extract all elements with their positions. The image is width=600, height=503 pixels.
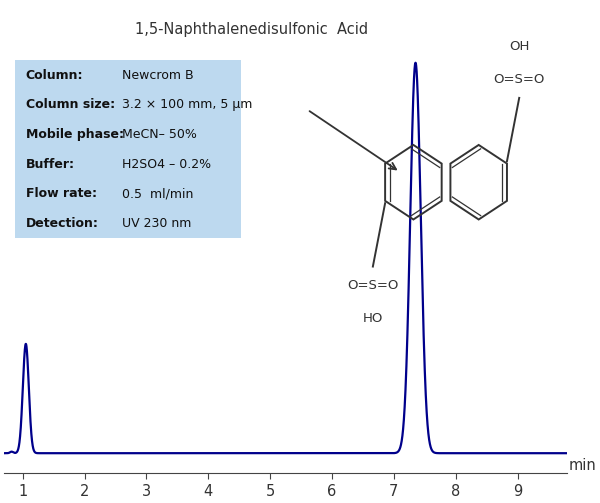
Text: Newcrom B: Newcrom B <box>122 69 194 81</box>
Text: 0.5  ml/min: 0.5 ml/min <box>122 188 194 200</box>
Text: MeCN– 50%: MeCN– 50% <box>122 128 197 141</box>
Text: min: min <box>568 458 596 473</box>
Text: 3.2 × 100 mm, 5 μm: 3.2 × 100 mm, 5 μm <box>122 99 253 111</box>
Text: HO: HO <box>362 311 383 324</box>
FancyBboxPatch shape <box>16 60 241 238</box>
Text: UV 230 nm: UV 230 nm <box>122 217 192 230</box>
Text: Detection:: Detection: <box>26 217 98 230</box>
Text: Mobile phase:: Mobile phase: <box>26 128 124 141</box>
Text: Column size:: Column size: <box>26 99 115 111</box>
Text: Column:: Column: <box>26 69 83 81</box>
Text: O=S=O: O=S=O <box>347 279 398 292</box>
Text: H2SO4 – 0.2%: H2SO4 – 0.2% <box>122 158 211 171</box>
Text: O=S=O: O=S=O <box>494 72 545 86</box>
Text: Buffer:: Buffer: <box>26 158 74 171</box>
Text: OH: OH <box>509 40 529 53</box>
Text: Flow rate:: Flow rate: <box>26 188 97 200</box>
Text: 1,5-Naphthalenedisulfonic  Acid: 1,5-Naphthalenedisulfonic Acid <box>135 22 368 37</box>
